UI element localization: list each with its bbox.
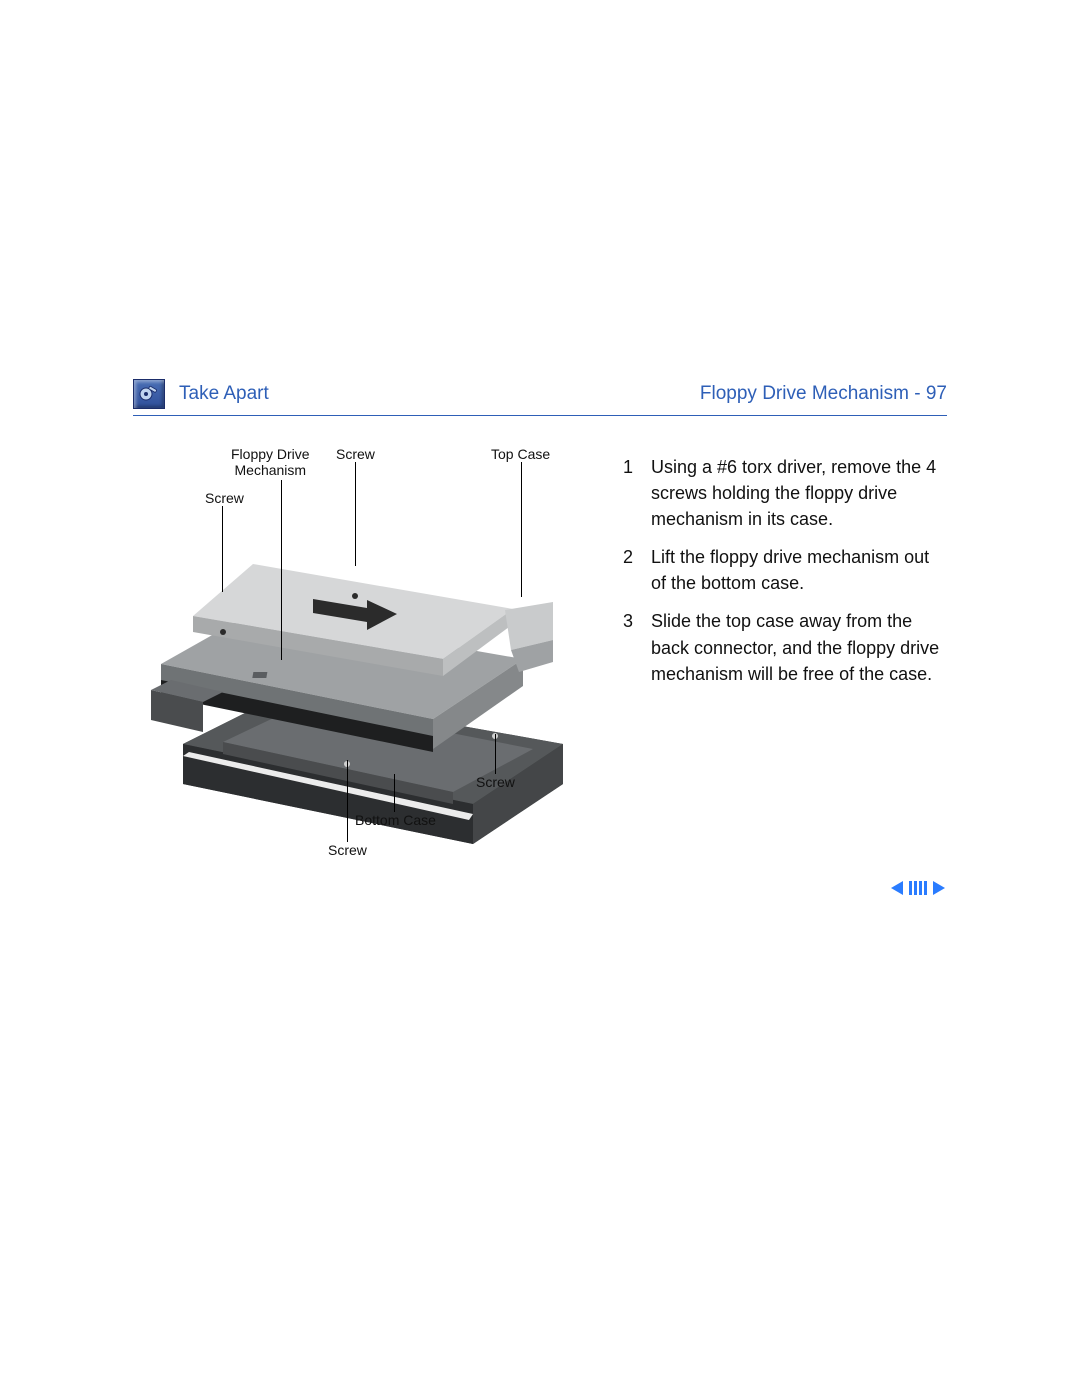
exploded-diagram: Floppy Drive Mechanism Screw Screw Top C… <box>133 444 603 874</box>
page-header: Take Apart Floppy Drive Mechanism - 97 <box>133 379 947 416</box>
label-screw-right: Screw <box>476 774 515 790</box>
instruction-step: Lift the floppy drive mechanism out of t… <box>623 544 947 596</box>
instructions: Using a #6 torx driver, remove the 4 scr… <box>623 444 947 874</box>
next-page-arrow-icon[interactable] <box>929 879 947 897</box>
page-nav <box>889 879 947 897</box>
label-floppy-drive-mechanism: Floppy Drive Mechanism <box>231 446 310 478</box>
prev-page-arrow-icon[interactable] <box>889 879 907 897</box>
instruction-step: Slide the top case away from the back co… <box>623 608 947 686</box>
label-bottom-case: Bottom Case <box>355 812 436 828</box>
label-screw-top-mid: Screw <box>336 446 375 462</box>
page-title: Floppy Drive Mechanism - 97 <box>700 383 947 405</box>
page-nav-bars-icon[interactable] <box>909 881 927 895</box>
label-top-case: Top Case <box>491 446 550 462</box>
section-icon <box>133 379 165 409</box>
section-title: Take Apart <box>179 383 269 405</box>
instruction-step: Using a #6 torx driver, remove the 4 scr… <box>623 454 947 532</box>
label-screw-bottom: Screw <box>328 842 367 858</box>
label-screw-top-left: Screw <box>205 490 244 506</box>
